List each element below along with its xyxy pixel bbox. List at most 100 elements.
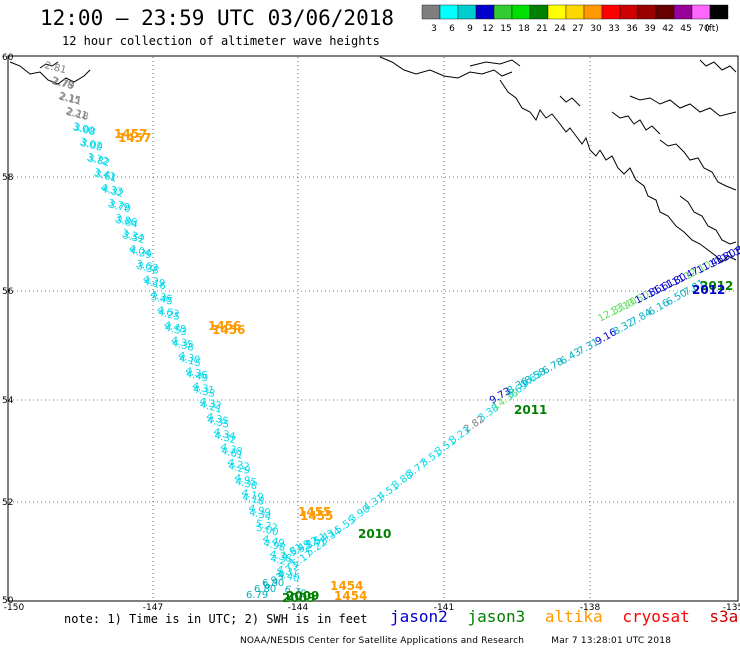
grid-lines	[9, 57, 737, 600]
pass-label: 1457	[118, 131, 151, 145]
pass-label: 1456	[212, 323, 245, 337]
mission-jason3: jason3	[467, 607, 526, 626]
latitude-tick-labels: 60 58 56 54 52 50	[2, 53, 14, 606]
swh-value: 4.32	[198, 396, 222, 412]
swh-value: 4.34	[212, 427, 236, 443]
scale-swatch	[529, 4, 549, 20]
scale-label: 18	[518, 24, 530, 34]
swh-value: 4.29	[142, 274, 166, 290]
longitude-tick-labels: -150 -147 -144 -141 -138 -135	[4, 603, 740, 613]
pass-label: 1456	[208, 319, 241, 333]
swh-value: 4.40	[276, 569, 300, 585]
swh-value: 3.07	[78, 137, 102, 153]
swh-value: 4.25	[157, 307, 181, 323]
swh-value: 5.00	[255, 523, 279, 539]
map-subtitle: 12 hour collection of altimeter wave hei…	[62, 34, 380, 48]
swh-value: 3.38	[136, 261, 160, 277]
swh-value: 3.09	[79, 138, 103, 154]
scale-label: 70	[698, 24, 710, 34]
scale-swatch	[691, 4, 711, 20]
swh-value: 4.34	[248, 507, 272, 523]
swh-value: 3.63	[135, 259, 159, 275]
swh-value: 6.79	[283, 584, 307, 600]
scale-swatch	[475, 4, 495, 20]
swh-value: 4.27	[269, 553, 293, 569]
swh-value: 4.38	[219, 442, 243, 458]
swh-value: 4.63	[156, 305, 180, 321]
swh-value: 2.18	[65, 107, 89, 123]
pass-label: 2011	[514, 403, 547, 417]
swh-value: 4.35	[205, 412, 229, 428]
pass-label: 2012	[692, 283, 725, 297]
scale-label: 36	[626, 24, 638, 34]
swh-value: 5.22	[254, 518, 278, 534]
swh-value: 4.33	[192, 384, 216, 400]
scale-swatch	[421, 4, 441, 20]
scale-swatch	[565, 4, 585, 20]
swh-value: 11.16	[732, 235, 740, 258]
swh-value: 4.29	[227, 461, 251, 477]
lon-tick-label: -138	[580, 603, 601, 613]
scale-swatch	[709, 4, 729, 20]
swh-value: 4.35	[170, 335, 194, 351]
scale-label: 27	[572, 24, 583, 34]
lat-tick-label: 54	[2, 396, 14, 406]
swh-value: 3.45	[150, 292, 174, 308]
swh-value: 4.36	[149, 289, 173, 305]
scale-swatch	[457, 4, 477, 20]
scale-label: 3	[431, 24, 437, 34]
swh-value: 4.30	[177, 350, 201, 366]
scale-label: 9	[467, 24, 473, 34]
swh-value: 4.21	[199, 400, 223, 416]
swh-value: 4.36	[184, 366, 208, 382]
lat-tick-label: 52	[2, 498, 13, 508]
scale-label: (ft)	[705, 24, 719, 34]
swh-value: 4.61	[220, 446, 244, 462]
swh-value: 4.16	[143, 276, 167, 292]
scale-swatch	[511, 4, 531, 20]
scale-label: 21	[536, 24, 547, 34]
swh-value: 6.79	[246, 590, 268, 601]
map-frame	[7, 55, 739, 602]
swh-value: 4.32	[213, 430, 237, 446]
scale-swatch	[619, 4, 639, 20]
swh-value: 4.18	[241, 492, 265, 508]
swh-value: 3.79	[107, 198, 131, 214]
lon-tick-label: -147	[143, 603, 163, 613]
pass-label: 1455	[300, 509, 333, 523]
swh-value: 4.38	[234, 476, 258, 492]
swh-value: 4.36	[268, 549, 292, 565]
color-scale-legend: 3 6 9 12 15 18 21 24 27 30 33 36 39 42 45 70(ft)	[421, 4, 729, 34]
mission-legend: jason2 jason3 altika cryosat s3a	[390, 607, 740, 626]
scale-label: 6	[449, 24, 455, 34]
swh-value: 2.11	[58, 92, 82, 108]
scale-swatch	[637, 4, 657, 20]
swh-value: 4.22	[226, 457, 250, 473]
swh-value: 3.41	[92, 167, 116, 183]
mission-jason2: jason2	[390, 607, 448, 626]
scale-label: 15	[500, 24, 511, 34]
scale-label: 24	[554, 24, 566, 34]
swh-value: 4.99	[247, 503, 271, 519]
scale-label: 42	[662, 24, 673, 34]
swh-value: 2.21	[64, 106, 88, 122]
scale-label: 33	[608, 24, 619, 34]
swh-value: 3.00	[71, 121, 95, 137]
pass-label: 1454	[330, 579, 363, 593]
swh-value: 4.32	[100, 184, 124, 200]
swh-value: 3.52	[122, 230, 146, 246]
scale-label: 45	[680, 24, 691, 34]
swh-value: 4.33	[99, 182, 123, 198]
swh-value: 4.35	[206, 415, 230, 431]
swh-value: 3.84	[115, 215, 139, 231]
swh-value: 3.61	[93, 169, 117, 185]
pass-label: 1454	[334, 589, 367, 603]
lat-tick-label: 58	[2, 173, 14, 183]
swh-value: 3.08	[72, 122, 96, 138]
lat-tick-label: 50	[2, 596, 14, 606]
lon-tick-label: -150	[4, 603, 25, 613]
swh-value: 4.98	[262, 538, 286, 554]
swh-value: 3.34	[121, 228, 145, 244]
swh-value: 4.48	[163, 320, 187, 336]
